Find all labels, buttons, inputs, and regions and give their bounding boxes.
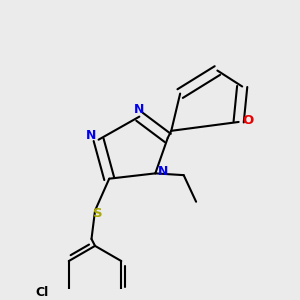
Text: S: S [93,207,102,220]
Text: O: O [242,113,253,127]
Text: N: N [134,103,145,116]
Text: Cl: Cl [36,286,49,299]
Text: N: N [86,129,97,142]
Text: N: N [158,165,169,178]
